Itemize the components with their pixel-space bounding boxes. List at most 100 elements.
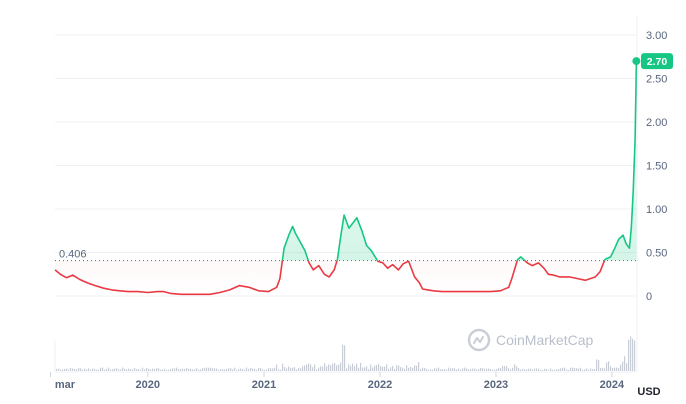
volume-bar (496, 369, 498, 371)
volume-bar (158, 368, 160, 371)
volume-bar (526, 369, 528, 371)
volume-bar (356, 363, 358, 371)
volume-bar (410, 366, 412, 371)
volume-bar (244, 369, 246, 371)
volume-bar (256, 369, 258, 371)
volume-bar (446, 369, 448, 371)
volume-bar (236, 369, 238, 371)
volume-bar (368, 369, 370, 371)
volume-bar (510, 369, 512, 371)
volume-bar (632, 338, 634, 371)
volume-bar (288, 366, 290, 371)
volume-bar (122, 367, 124, 371)
volume-bar (222, 369, 224, 371)
volume-bar (240, 368, 242, 371)
volume-bar (424, 367, 426, 371)
current-price-label: 2.70 (647, 56, 668, 68)
volume-bar (620, 364, 622, 371)
volume-bar (382, 366, 384, 371)
volume-bar (556, 369, 558, 371)
volume-bar (560, 368, 562, 371)
volume-bar (144, 369, 146, 371)
volume-bar (292, 367, 294, 371)
volume-bar (66, 368, 68, 371)
volume-bar (246, 367, 248, 371)
volume-bar (628, 339, 630, 371)
volume-bar (112, 368, 114, 371)
volume-bar (142, 367, 144, 371)
volume-bar (318, 367, 320, 371)
volume-bar (108, 367, 110, 371)
volume-bar (268, 368, 270, 371)
volume-bar (136, 369, 138, 371)
x-tick-label: 2024 (600, 379, 625, 391)
volume-bar (60, 369, 62, 371)
volume-bar (184, 368, 186, 371)
volume-bar (552, 369, 554, 371)
volume-bar (130, 369, 132, 371)
x-tick-label: 2021 (252, 379, 276, 391)
volume-bar (534, 368, 536, 371)
volume-bar (178, 369, 180, 371)
volume-bar (480, 367, 482, 371)
volume-bar (358, 367, 360, 371)
volume-bar (554, 369, 556, 371)
volume-bar (68, 369, 70, 371)
volume-bar (86, 369, 88, 371)
volume-bar (120, 369, 122, 371)
volume-bar (326, 366, 328, 371)
volume-bar (598, 360, 600, 371)
volume-bar (76, 369, 78, 371)
volume-bar (634, 340, 636, 371)
volume-bar (84, 368, 86, 371)
volume-bar (270, 368, 272, 371)
volume-bar (254, 368, 256, 371)
volume-bar (602, 367, 604, 371)
volume-bar (508, 368, 510, 371)
volume-bar (176, 367, 178, 371)
watermark-text: CoinMarketCap (496, 332, 593, 348)
baseline-label: 0.406 (59, 249, 87, 261)
volume-bar (618, 367, 620, 371)
volume-bar (340, 362, 342, 371)
volume-bar (370, 364, 372, 371)
volume-bar (290, 367, 292, 371)
volume-bar (604, 368, 606, 371)
volume-bar (578, 368, 580, 371)
volume-bar (470, 369, 472, 371)
volume-bar (336, 365, 338, 371)
volume-bar (512, 367, 514, 371)
above-baseline-fill (55, 61, 637, 261)
volume-bar (630, 336, 632, 371)
volume-bar (250, 367, 252, 371)
volume-bar (312, 367, 314, 371)
volume-bar (606, 362, 608, 371)
volume-bar (464, 367, 466, 371)
current-price-badge: 2.70 (641, 53, 673, 70)
volume-bar (538, 368, 540, 371)
volume-bar (174, 368, 176, 371)
x-tick-label: 2023 (484, 379, 508, 391)
y-tick-label: 2.00 (646, 117, 667, 129)
volume-bar (536, 368, 538, 371)
volume-bar (524, 369, 526, 371)
volume-bar (162, 369, 164, 371)
volume-bar (498, 367, 500, 371)
volume-bar (298, 367, 300, 371)
volume-bar (214, 368, 216, 371)
volume-bar (234, 367, 236, 371)
volume-bar (562, 367, 564, 371)
volume-bar (472, 368, 474, 371)
volume-bar (564, 367, 566, 371)
volume-bar (582, 369, 584, 371)
volume-bar (406, 365, 408, 371)
volume-bar (568, 369, 570, 371)
volume-bar (444, 369, 446, 371)
volume-bar (128, 368, 130, 371)
volume-bar (154, 368, 156, 371)
volume-bar (140, 369, 142, 371)
volume-bar (302, 366, 304, 371)
volume-bar (300, 368, 302, 371)
volume-bar (196, 368, 198, 371)
